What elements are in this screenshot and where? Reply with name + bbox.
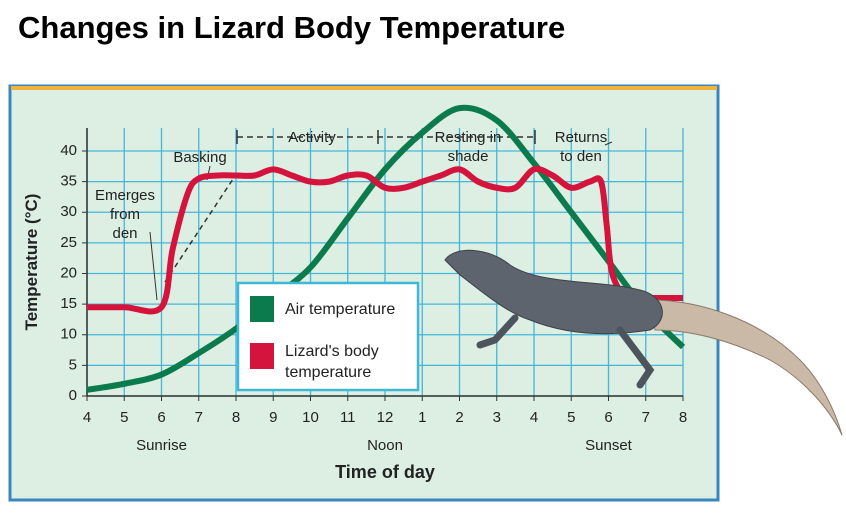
y-tick-label: 5 (69, 356, 77, 373)
annotation: den (112, 225, 137, 242)
x-tick-label: 5 (567, 409, 575, 426)
x-tick-label: 8 (679, 409, 687, 426)
pointer (149, 231, 158, 301)
y-tick-label: 0 (69, 387, 77, 404)
day-label: Sunset (585, 437, 633, 454)
y-tick-label: 25 (60, 234, 77, 251)
x-axis-label: Time of day (335, 462, 435, 482)
lines (86, 104, 686, 393)
lizard-legs (476, 314, 655, 389)
chart-title: Changes in Lizard Body Temperature (18, 10, 565, 45)
day-label: Sunrise (136, 437, 187, 454)
annotation: shade (448, 148, 489, 165)
legend: Air temperature Lizard's body temperature (236, 281, 420, 392)
annotation: Emerges (95, 187, 155, 204)
legend-label: Air temperature (285, 301, 395, 318)
x-tick-label: 7 (642, 409, 650, 426)
x-tick-label: 9 (269, 409, 277, 426)
x-tick-label: 4 (83, 409, 91, 426)
annotation: from (110, 206, 140, 223)
series-line (86, 104, 686, 393)
x-tick-label: 8 (232, 409, 240, 426)
x-tick-label: 6 (157, 409, 165, 426)
x-tick-label: 7 (195, 409, 203, 426)
pointer (604, 141, 613, 146)
lizard-illustration (444, 249, 843, 436)
legend-swatch (250, 296, 274, 322)
y-tick-label: 20 (60, 264, 77, 281)
x-tick-label: 4 (530, 409, 538, 426)
x-tick-label: 1 (418, 409, 426, 426)
annotation: Returns (555, 129, 608, 146)
y-tick-label: 30 (60, 203, 77, 220)
lizard-body (444, 249, 663, 335)
y-axis-label: Temperature (°C) (22, 194, 41, 331)
day-label: Noon (367, 437, 403, 454)
y-tick-label: 35 (60, 173, 77, 190)
legend-swatch (250, 343, 274, 369)
y-tick-label: 15 (60, 295, 77, 312)
y-tick-label: 40 (60, 142, 77, 159)
x-tick-label: 11 (340, 409, 356, 426)
x-tick-label: 10 (302, 409, 319, 426)
y-tick-label: 10 (60, 326, 77, 343)
series-line (86, 165, 683, 315)
x-tick-label: 12 (377, 409, 394, 426)
annotation: Basking (173, 149, 226, 166)
x-tick-label: 5 (120, 409, 128, 426)
x-tick-label: 3 (493, 409, 501, 426)
x-tick-label: 2 (455, 409, 463, 426)
panel-stripe (11, 86, 717, 90)
legend-label: Lizard's body temperature (285, 343, 379, 381)
basking-guide (164, 172, 238, 283)
x-tick-label: 6 (604, 409, 612, 426)
lizard-tail (649, 299, 843, 436)
annotation: to den (560, 148, 602, 165)
